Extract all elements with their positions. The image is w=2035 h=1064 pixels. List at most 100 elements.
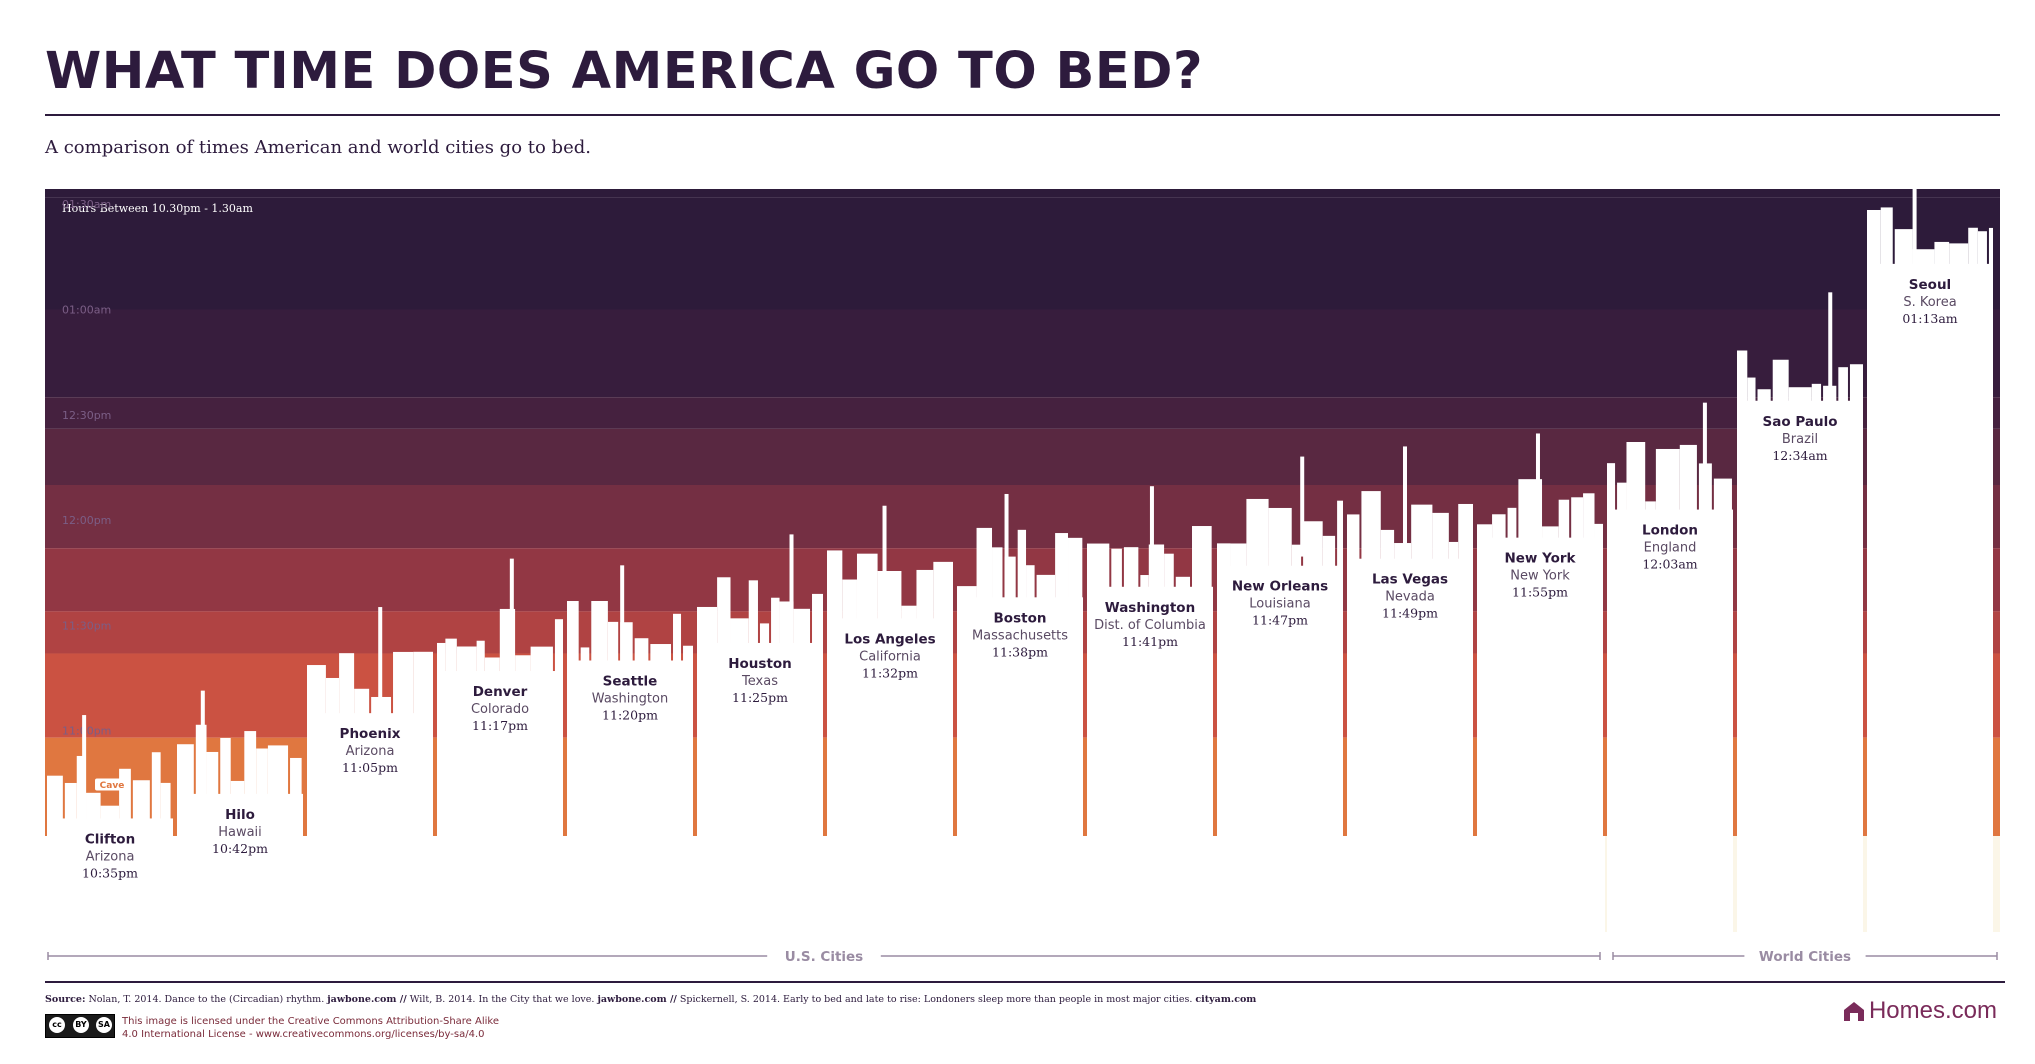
skyline-spire [1912, 168, 1917, 269]
skyline-building [771, 597, 780, 644]
city-region: Arizona [346, 744, 395, 759]
skyline-building [1713, 478, 1732, 511]
skyline-building [437, 642, 446, 673]
skyline-building [901, 605, 917, 620]
skyline-building [1757, 389, 1771, 402]
city-time: 01:13am [1902, 311, 1957, 326]
skyline-building [933, 561, 953, 620]
time-band [45, 189, 2000, 198]
city-name: Sao Paulo [1763, 414, 1838, 430]
skyline-building [877, 571, 902, 620]
license-text: This image is licensed under the Creativ… [122, 1015, 499, 1041]
skyline-building [1380, 529, 1395, 560]
skyline-building [151, 752, 161, 820]
city-time: 11:25pm [732, 690, 788, 705]
skyline-building [47, 775, 63, 820]
skyline-building [1949, 243, 1969, 265]
skyline-building [793, 608, 811, 644]
city-name: Las Vegas [1372, 572, 1448, 588]
skyline-building [1823, 385, 1837, 402]
skyline-building [591, 600, 608, 662]
skyline-building [325, 677, 340, 715]
skyline-building [1246, 498, 1269, 567]
house-icon [1843, 1002, 1864, 1021]
skyline-building [1607, 463, 1616, 511]
skyline-building [1583, 493, 1595, 539]
skyline-building [607, 621, 619, 662]
skyline-building [976, 527, 993, 599]
city-name: Seoul [1909, 277, 1951, 293]
city-name: Washington [1105, 600, 1195, 616]
city-name: Houston [728, 656, 792, 672]
homes-logo[interactable]: Homes.com [1842, 997, 1997, 1025]
skyline-spire [1300, 456, 1305, 557]
license-line-1: This image is licensed under the Creativ… [122, 1016, 499, 1027]
skyline-building [1849, 364, 1863, 402]
time-band [45, 397, 2000, 429]
cave-sign-text: Cave [100, 781, 125, 791]
city-time: 11:17pm [472, 718, 528, 733]
skyline-spire [82, 715, 87, 816]
skyline-building [160, 782, 171, 820]
source-link-2[interactable]: jawbone.com // [597, 994, 677, 1005]
footer-divider [45, 981, 2005, 983]
city-region: Dist. of Columbia [1094, 618, 1206, 633]
license-line-2[interactable]: 4.0 International License - www.creative… [122, 1029, 485, 1040]
city-bar [1217, 565, 1343, 932]
by-icon: BY [73, 1017, 89, 1033]
y-tick-label: 12:00pm [62, 514, 111, 527]
city-region: Louisiana [1249, 597, 1310, 612]
skyline-building [697, 606, 718, 644]
skyline-building [856, 553, 878, 620]
skyline-building [64, 782, 77, 820]
skyline-building [354, 688, 370, 715]
skyline-building [1458, 503, 1473, 560]
city-time: 11:55pm [1512, 585, 1568, 600]
city-time: 11:41pm [1122, 634, 1178, 649]
creative-commons-badge[interactable]: cc BY SA [45, 1014, 115, 1038]
range-label: Hours Between 10.30pm - 1.30am [62, 202, 253, 215]
city-name: London [1642, 523, 1698, 539]
skyline-building [1507, 507, 1517, 539]
city-name: Denver [473, 684, 528, 700]
skyline-building [1347, 514, 1360, 560]
skyline-building [1411, 504, 1433, 560]
city-region: Massachusetts [972, 628, 1068, 643]
skyline-spire [1402, 446, 1407, 547]
skyline-building [1448, 541, 1459, 560]
skyline-building [484, 657, 500, 673]
skyline-building [957, 586, 977, 599]
skyline-spire [200, 690, 205, 791]
skyline-building [1934, 241, 1950, 265]
y-tick-label: 11:00pm [62, 725, 111, 738]
city-skylines: Cave [47, 168, 1993, 820]
city-time: 10:42pm [212, 841, 268, 856]
cave-sign [95, 778, 129, 791]
city-region: Arizona [86, 849, 135, 864]
source-label: Source: [45, 994, 86, 1005]
skyline-building [1977, 231, 1987, 265]
skyline-building [759, 623, 770, 644]
skyline-building [1123, 547, 1139, 588]
skyline-building [748, 580, 758, 644]
skyline-building [1361, 491, 1381, 560]
time-band [45, 197, 2000, 310]
skyline-building [1111, 548, 1122, 588]
skyline-building [1268, 507, 1292, 567]
skyline-building [530, 646, 553, 673]
skyline-building [1645, 501, 1656, 511]
source-citation: Source: Nolan, T. 2014. Dance to the (Ci… [45, 994, 1256, 1005]
skyline-spire [789, 534, 794, 635]
source-link-1[interactable]: jawbone.com // [327, 994, 407, 1005]
skyline-building [717, 577, 731, 644]
skyline-building [1140, 575, 1149, 588]
skyline-building [730, 618, 749, 644]
y-tick-label: 11:30pm [62, 619, 111, 632]
skyline-building [1017, 529, 1027, 599]
skyline-building [1880, 207, 1893, 265]
city-region: Washington [592, 692, 668, 707]
skyline-building [1322, 535, 1336, 567]
skyline-building [554, 619, 563, 673]
y-tick-label: 01:00am [62, 304, 111, 317]
source-link-3[interactable]: cityam.com [1195, 994, 1257, 1005]
